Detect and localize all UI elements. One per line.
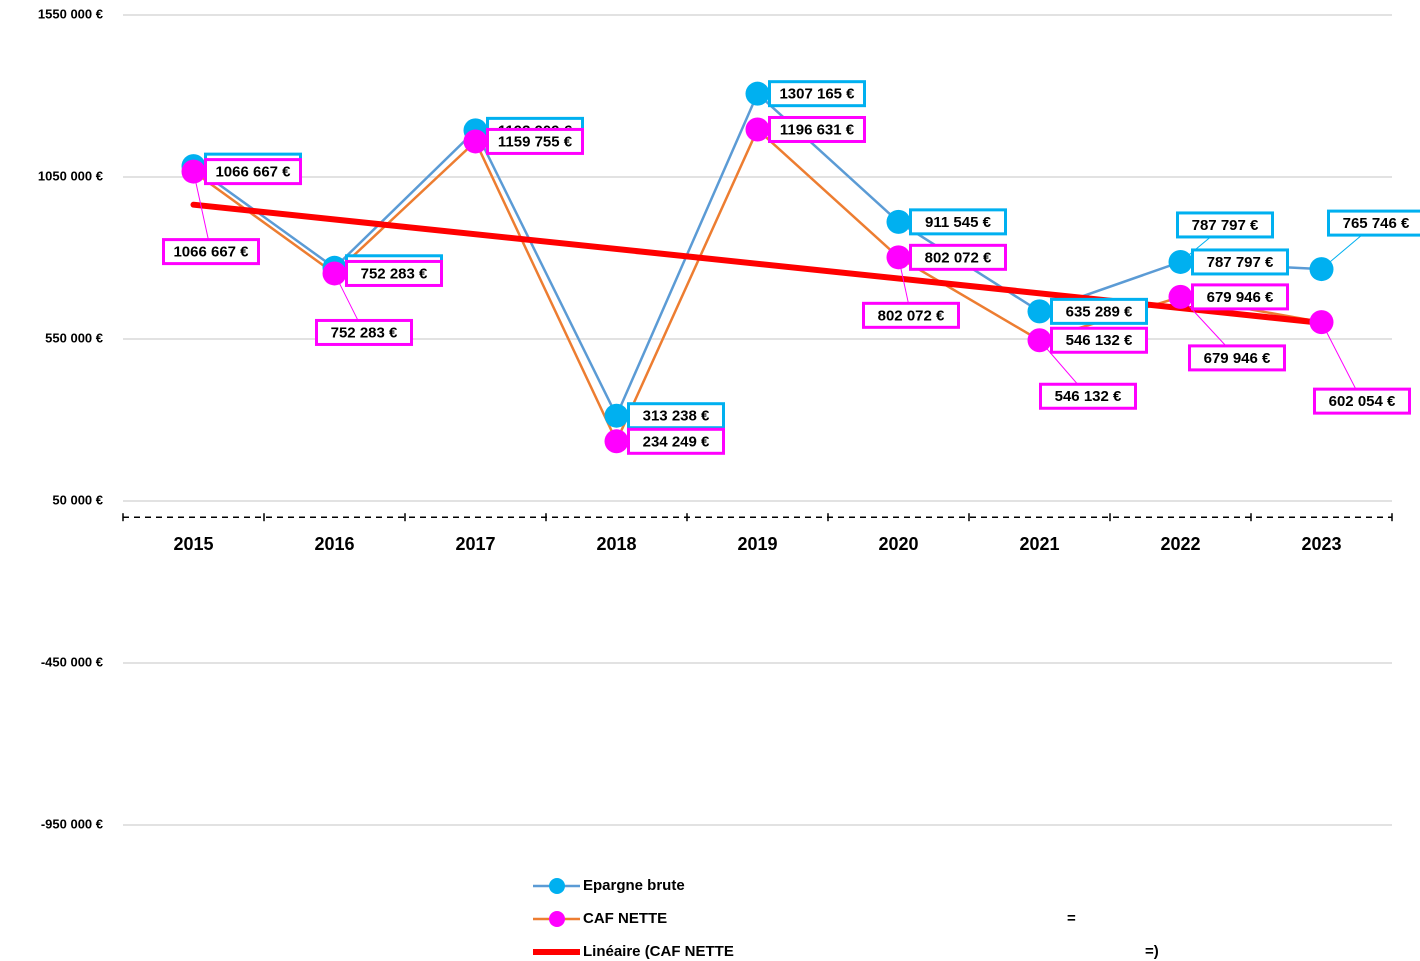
marker <box>1027 299 1052 324</box>
data-label: 1196 631 € <box>780 121 855 138</box>
y-tick-label: 50 000 € <box>52 492 103 507</box>
data-label: 1066 667 € <box>173 244 249 261</box>
label-box <box>1050 297 1148 325</box>
data-label: 765 746 € <box>1343 215 1410 232</box>
data-label: 1159 755 € <box>498 133 573 150</box>
y-tick-label: -450 000 € <box>41 654 103 669</box>
label-box <box>909 208 1007 236</box>
label-box <box>1191 248 1289 276</box>
y-tick-label: 550 000 € <box>45 330 103 345</box>
data-label: 752 283 € <box>331 324 398 341</box>
legend-label: Epargne brute <box>583 877 685 894</box>
marker <box>463 129 488 154</box>
x-tick-label: 2017 <box>455 534 495 554</box>
data-label: 752 283 € <box>361 265 428 282</box>
legend-marker <box>549 878 565 894</box>
label-box <box>162 238 260 266</box>
x-tick-label: 2022 <box>1160 534 1200 554</box>
label-box <box>204 158 302 186</box>
marker <box>745 81 770 106</box>
label-box <box>1039 382 1137 410</box>
x-tick-label: 2021 <box>1019 534 1059 554</box>
data-label: 546 132 € <box>1055 388 1122 405</box>
label-box <box>768 115 866 143</box>
x-tick-label: 2016 <box>314 534 354 554</box>
x-tick-label: 2019 <box>737 534 777 554</box>
label-box <box>627 402 725 430</box>
x-tick-label: 2020 <box>878 534 918 554</box>
data-label: 234 249 € <box>643 433 710 450</box>
data-label: 911 545 € <box>925 214 992 231</box>
data-label: 802 072 € <box>878 307 945 324</box>
data-label: 635 289 € <box>1066 303 1133 320</box>
data-label: 787 797 € <box>1192 217 1259 234</box>
data-label: 1307 165 € <box>779 86 855 103</box>
marker <box>745 117 770 142</box>
label-box <box>627 427 725 455</box>
marker <box>886 209 911 234</box>
label-box <box>862 301 960 329</box>
legend-note: = <box>1067 910 1076 927</box>
label-box <box>1313 387 1411 415</box>
x-tick-label: 2015 <box>173 534 213 554</box>
x-tick-label: 2023 <box>1301 534 1341 554</box>
label-box <box>345 259 443 287</box>
label-box <box>1050 326 1148 354</box>
label-box <box>315 318 413 346</box>
data-label: 546 132 € <box>1066 332 1133 349</box>
legend-label: Linéaire (CAF NETTE <box>583 943 734 960</box>
legend-note: =) <box>1145 943 1159 960</box>
data-label: 1066 667 € <box>215 164 291 181</box>
label-box <box>1188 344 1286 372</box>
data-label: 787 797 € <box>1207 254 1274 271</box>
data-label: 679 946 € <box>1207 289 1274 306</box>
marker <box>604 429 629 454</box>
data-label: 602 054 € <box>1329 393 1396 410</box>
data-label: 802 072 € <box>925 249 992 266</box>
label-box <box>1327 209 1420 237</box>
label-box <box>1176 211 1274 239</box>
y-tick-label: 1050 000 € <box>38 168 103 183</box>
label-box <box>1191 283 1289 311</box>
label-box <box>486 127 584 155</box>
data-label: 679 946 € <box>1204 350 1271 367</box>
y-tick-label: 1550 000 € <box>38 6 103 21</box>
data-label: 313 238 € <box>643 408 710 425</box>
label-box <box>768 80 866 108</box>
marker <box>604 403 629 428</box>
label-box <box>909 243 1007 271</box>
x-tick-label: 2018 <box>596 534 636 554</box>
legend-label: CAF NETTE <box>583 910 667 927</box>
y-tick-label: -950 000 € <box>41 816 103 831</box>
legend-marker <box>549 911 565 927</box>
